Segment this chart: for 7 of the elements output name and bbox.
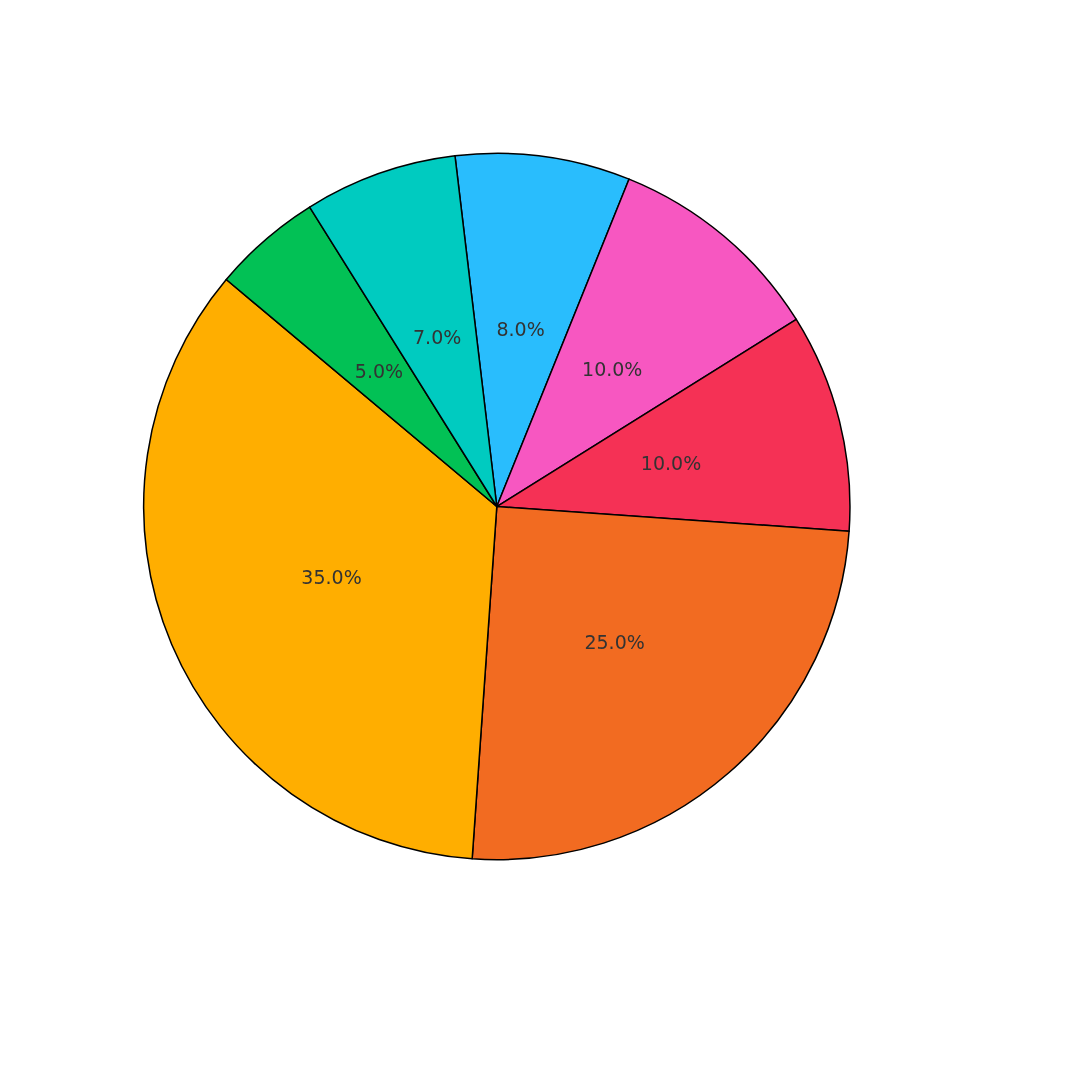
data-label: 8.0% [496,317,545,340]
data-label: 25.0% [584,631,645,654]
data-label: 35.0% [301,565,362,588]
data-label: 5.0% [354,359,404,382]
data-label: 10.0% [640,452,702,475]
data-label: 10.0% [582,357,643,380]
data-label: 7.0% [413,326,462,349]
